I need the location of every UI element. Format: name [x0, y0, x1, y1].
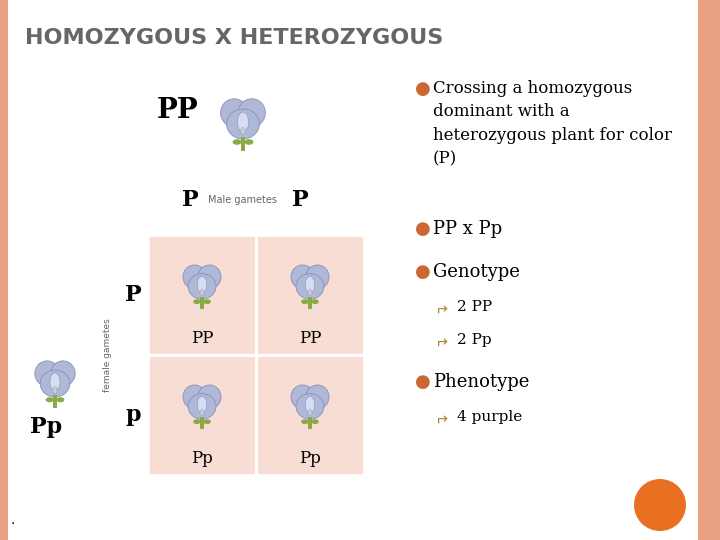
Text: Crossing a homozygous
dominant with a
heterozygous plant for color
(P): Crossing a homozygous dominant with a he…: [433, 80, 672, 167]
Text: 2 Pp: 2 Pp: [457, 333, 492, 347]
Ellipse shape: [40, 370, 70, 397]
Ellipse shape: [238, 99, 266, 127]
Ellipse shape: [197, 276, 207, 293]
Ellipse shape: [220, 99, 248, 127]
Ellipse shape: [311, 420, 319, 424]
Ellipse shape: [197, 396, 207, 413]
Text: female gametes: female gametes: [104, 318, 112, 392]
Text: ●: ●: [415, 373, 431, 391]
Ellipse shape: [50, 373, 60, 391]
Ellipse shape: [301, 299, 309, 304]
Ellipse shape: [203, 420, 211, 424]
Text: 4 purple: 4 purple: [457, 410, 522, 424]
Text: p: p: [125, 404, 140, 426]
Bar: [308, 298, 312, 309]
Bar: [0, 0, 8, 540]
Ellipse shape: [233, 139, 241, 145]
Text: P: P: [181, 189, 198, 211]
Text: Genotype: Genotype: [433, 263, 520, 281]
Ellipse shape: [227, 109, 259, 139]
Ellipse shape: [183, 385, 206, 409]
Text: ↵: ↵: [435, 333, 448, 348]
Text: PP: PP: [157, 97, 199, 124]
Ellipse shape: [183, 265, 206, 289]
Bar: [240, 137, 246, 151]
Text: .: .: [10, 513, 14, 527]
Text: Pp: Pp: [30, 416, 62, 438]
Text: Phenotype: Phenotype: [433, 373, 529, 391]
Ellipse shape: [193, 420, 201, 424]
Text: PP: PP: [191, 330, 213, 347]
Text: P: P: [125, 284, 141, 306]
Text: Pp: Pp: [299, 450, 321, 467]
Text: Pp: Pp: [191, 450, 213, 467]
Ellipse shape: [50, 361, 75, 386]
Ellipse shape: [240, 127, 246, 135]
Ellipse shape: [35, 361, 59, 386]
Ellipse shape: [305, 396, 315, 413]
Bar: [200, 417, 204, 429]
Ellipse shape: [301, 420, 309, 424]
Text: ●: ●: [415, 220, 431, 238]
Bar: [256, 355, 364, 475]
Ellipse shape: [238, 112, 248, 132]
Text: PP x Pp: PP x Pp: [433, 220, 502, 238]
Ellipse shape: [188, 274, 216, 299]
Text: PP: PP: [299, 330, 321, 347]
Ellipse shape: [291, 265, 314, 289]
Ellipse shape: [56, 397, 64, 402]
Ellipse shape: [245, 139, 253, 145]
Ellipse shape: [200, 409, 204, 416]
Text: HOMOZYGOUS X HETEROZYGOUS: HOMOZYGOUS X HETEROZYGOUS: [25, 28, 444, 48]
Ellipse shape: [305, 276, 315, 293]
Text: ●: ●: [415, 80, 431, 98]
Bar: [148, 355, 256, 475]
Ellipse shape: [311, 299, 319, 304]
Text: 2 PP: 2 PP: [457, 300, 492, 314]
Ellipse shape: [308, 289, 312, 295]
Text: ↵: ↵: [435, 410, 448, 425]
Ellipse shape: [198, 385, 221, 409]
Ellipse shape: [45, 397, 53, 402]
Ellipse shape: [306, 265, 329, 289]
Circle shape: [634, 479, 686, 531]
Ellipse shape: [296, 274, 324, 299]
Bar: [256, 235, 364, 355]
Ellipse shape: [193, 299, 201, 304]
Text: Male gametes: Male gametes: [209, 195, 277, 205]
Text: ↵: ↵: [435, 300, 448, 315]
Ellipse shape: [200, 289, 204, 295]
Ellipse shape: [296, 394, 324, 419]
Bar: [200, 298, 204, 309]
Bar: [698, 0, 720, 540]
Ellipse shape: [188, 394, 216, 419]
Bar: [308, 417, 312, 429]
Ellipse shape: [53, 387, 57, 393]
Ellipse shape: [198, 265, 221, 289]
Ellipse shape: [308, 409, 312, 416]
Ellipse shape: [306, 385, 329, 409]
Ellipse shape: [203, 299, 211, 304]
Text: P: P: [292, 189, 308, 211]
Text: ●: ●: [415, 263, 431, 281]
Ellipse shape: [291, 385, 314, 409]
Bar: [148, 235, 256, 355]
Bar: [53, 395, 57, 408]
